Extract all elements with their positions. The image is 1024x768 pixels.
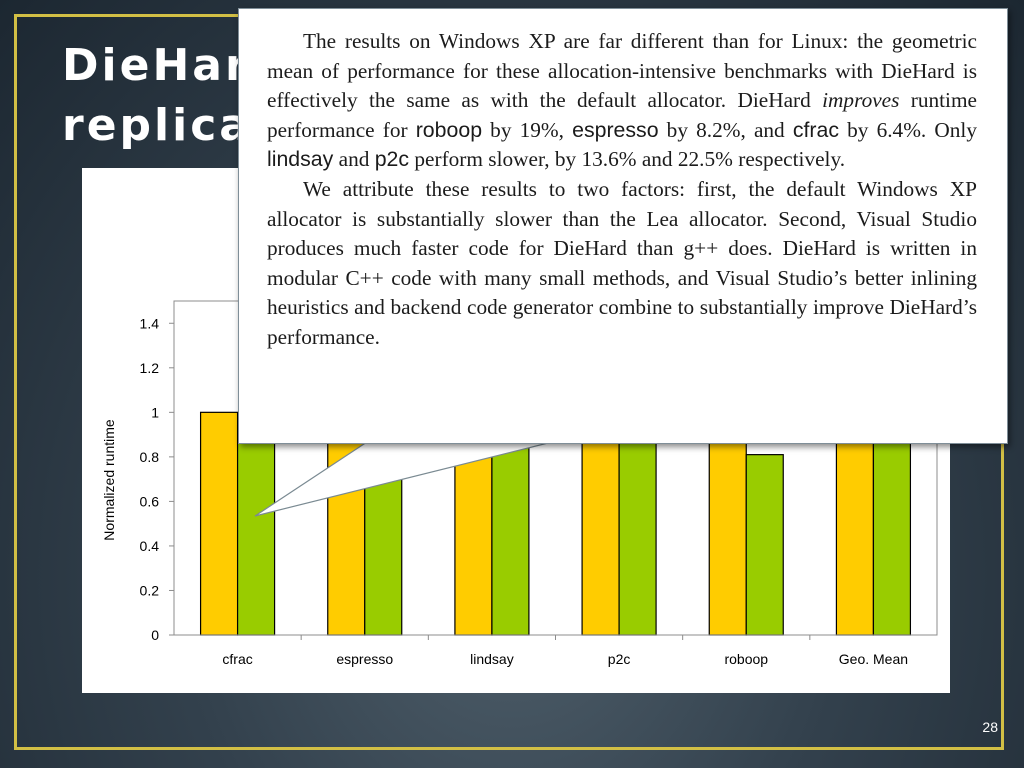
bar-cfrac-series-2 [236, 425, 276, 636]
y-tick-label: 0.4 [140, 538, 160, 554]
y-tick-label: 0.8 [140, 449, 160, 465]
bar-p2c-series-1 [581, 411, 620, 636]
benchmark-name-roboop: roboop [415, 117, 483, 142]
excerpt-text: by 6.4%. Only [839, 117, 977, 142]
x-tick-label: p2c [608, 651, 631, 667]
page-number: 28 [982, 719, 998, 735]
bar-roboop-series-2 [745, 454, 784, 636]
x-tick-label: cfrac [222, 651, 252, 667]
bar-cfrac-series-1 [199, 411, 239, 636]
excerpt-text: and [333, 147, 375, 172]
bar-espresso-series-2 [364, 429, 403, 636]
bar-geo-mean-series-2 [872, 411, 912, 636]
y-tick-label: 0 [151, 627, 159, 643]
bar-lindsay-series-1 [454, 411, 493, 636]
x-tick-label: espresso [336, 651, 393, 667]
y-tick-label: 1 [151, 404, 159, 420]
excerpt-paragraph-1: The results on Windows XP are far differ… [267, 27, 977, 175]
x-tick-label: lindsay [470, 651, 514, 667]
x-tick-label: roboop [724, 651, 768, 667]
benchmark-name-cfrac: cfrac [792, 117, 839, 142]
excerpt-text: runtime performance for [267, 88, 977, 142]
excerpt-text: perform slower, by 13.6% and 22.5% respe… [409, 147, 846, 172]
bar-roboop-series-1 [708, 411, 747, 636]
x-tick-label: Geo. Mean [839, 651, 908, 667]
bar-geo-mean-series-1 [835, 411, 875, 636]
excerpt-emphasis: improves [822, 88, 900, 113]
benchmark-name-p2c: p2c [374, 147, 410, 172]
bar-espresso-series-1 [327, 411, 366, 636]
slide-title-line-2: replicat [62, 100, 277, 151]
excerpt-text: The results on Windows XP are far differ… [267, 29, 977, 113]
excerpt-paragraph-2: We attribute these results to two factor… [267, 176, 977, 349]
paper-excerpt-callout: The results on Windows XP are far differ… [238, 8, 1008, 444]
excerpt-text: by 19%, [482, 117, 573, 142]
y-tick-label: 0.2 [140, 582, 160, 598]
y-axis-label: Normalized runtime [101, 419, 117, 541]
y-tick-label: 1.2 [140, 360, 160, 376]
benchmark-name-lindsay: lindsay [267, 147, 334, 172]
excerpt-text: by 8.2%, and [658, 117, 793, 142]
benchmark-name-espresso: espresso [572, 117, 659, 142]
y-tick-label: 0.6 [140, 493, 160, 509]
y-tick-label: 1.4 [140, 315, 160, 331]
